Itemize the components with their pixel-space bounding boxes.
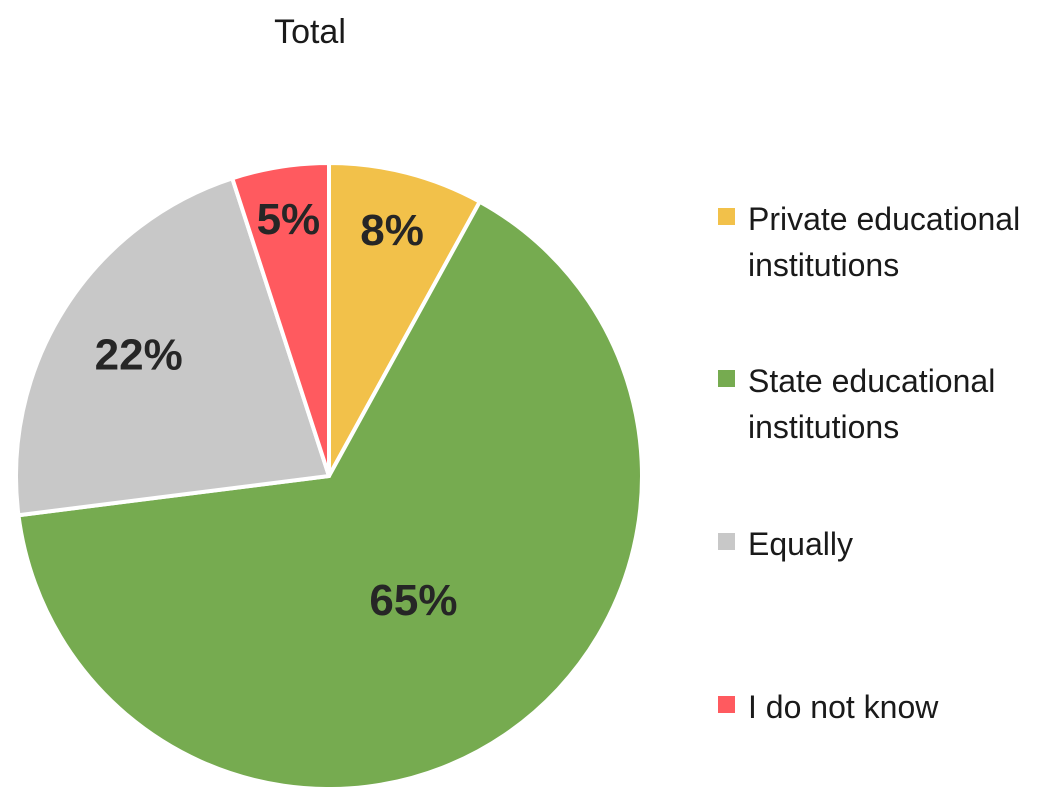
legend-item-private: Private educational institutions xyxy=(718,196,1042,288)
pie-slice-equally xyxy=(14,176,331,518)
pie-slice-dont-know xyxy=(230,161,331,478)
legend-item-state: State educational institutions xyxy=(718,358,1042,450)
legend-swatch-private xyxy=(718,208,735,225)
slice-label-state: 65% xyxy=(369,576,457,625)
legend-item-equally: Equally xyxy=(718,521,1042,567)
legend-label-dont-know: I do not know xyxy=(748,689,939,725)
legend-label-equally: Equally xyxy=(748,526,853,562)
legend-swatch-dont-know xyxy=(718,696,735,713)
legend-swatch-state xyxy=(718,370,735,387)
legend-item-dont-know: I do not know xyxy=(718,684,1042,730)
slice-label-dont-know: 5% xyxy=(257,195,321,244)
chart-title: Total xyxy=(274,13,346,51)
pie-slice-state xyxy=(16,199,644,787)
pie-slices xyxy=(14,161,644,787)
legend-label-private: Private educational institutions xyxy=(748,201,1021,283)
slice-label-equally: 22% xyxy=(95,331,183,380)
legend-label-state: State educational institutions xyxy=(748,363,996,445)
pie-slice-private xyxy=(327,161,482,478)
slice-label-private: 8% xyxy=(360,206,424,255)
legend-swatch-equally xyxy=(718,533,735,550)
pie-labels: 8% 65% 22% 5% xyxy=(95,195,458,625)
